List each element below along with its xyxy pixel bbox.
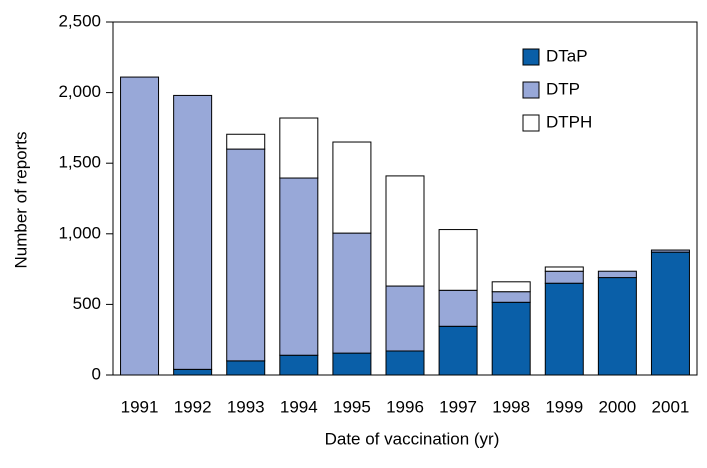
bar-segment <box>226 360 266 376</box>
legend-swatch <box>522 114 540 132</box>
bar-segment <box>491 291 531 303</box>
bar-segment <box>544 282 584 376</box>
x-tick-label: 1999 <box>545 397 583 416</box>
y-axis-label: Number of reports <box>11 132 30 269</box>
x-tick-label: 1991 <box>121 397 159 416</box>
bar-segment <box>385 285 425 352</box>
y-tick-label: 2,500 <box>58 11 101 30</box>
legend-label: DTaP <box>546 46 588 65</box>
bar-segment <box>279 117 319 179</box>
bar-segment <box>226 133 266 150</box>
y-tick-label: 1,000 <box>58 223 101 242</box>
y-tick-label: 1,500 <box>58 153 101 172</box>
bar-segment <box>597 270 637 279</box>
bar-segment <box>544 266 584 272</box>
x-tick-label: 1994 <box>280 397 318 416</box>
bar-segment <box>279 354 319 376</box>
bar-segment <box>173 368 213 376</box>
x-tick-label: 1995 <box>333 397 371 416</box>
x-tick-label: 2001 <box>652 397 690 416</box>
legend-swatch <box>522 48 540 66</box>
bar-segment <box>279 177 319 356</box>
bar-segment <box>332 141 372 234</box>
bar-segment <box>491 281 531 293</box>
y-tick-label: 500 <box>73 294 101 313</box>
x-tick-label: 1997 <box>439 397 477 416</box>
bar-segment <box>438 229 478 291</box>
x-tick-label: 1996 <box>386 397 424 416</box>
x-tick-label: 1998 <box>492 397 530 416</box>
bar-segment <box>226 148 266 362</box>
bar-segment <box>438 325 478 376</box>
bar-segment <box>385 175 425 287</box>
legend-label: DTP <box>546 79 580 98</box>
legend-label: DTPH <box>546 112 592 131</box>
x-tick-label: 1992 <box>174 397 212 416</box>
legend-swatch <box>522 81 540 99</box>
bar-segment <box>438 289 478 327</box>
x-axis-label: Date of vaccination (yr) <box>325 429 500 448</box>
plot-frame <box>112 21 698 376</box>
bar-segment <box>597 277 637 376</box>
bar-segment <box>385 350 425 376</box>
bar-segment <box>650 251 690 376</box>
x-tick-label: 2000 <box>598 397 636 416</box>
y-tick-label: 0 <box>92 364 101 383</box>
bar-segment <box>544 270 584 284</box>
bar-segment <box>332 232 372 354</box>
x-tick-label: 1993 <box>227 397 265 416</box>
bar-segment <box>120 76 160 376</box>
bar-segment <box>173 94 213 370</box>
y-tick-label: 2,000 <box>58 82 101 101</box>
bar-segment <box>332 352 372 376</box>
bar-segment <box>650 249 690 253</box>
bar-segment <box>491 301 531 376</box>
